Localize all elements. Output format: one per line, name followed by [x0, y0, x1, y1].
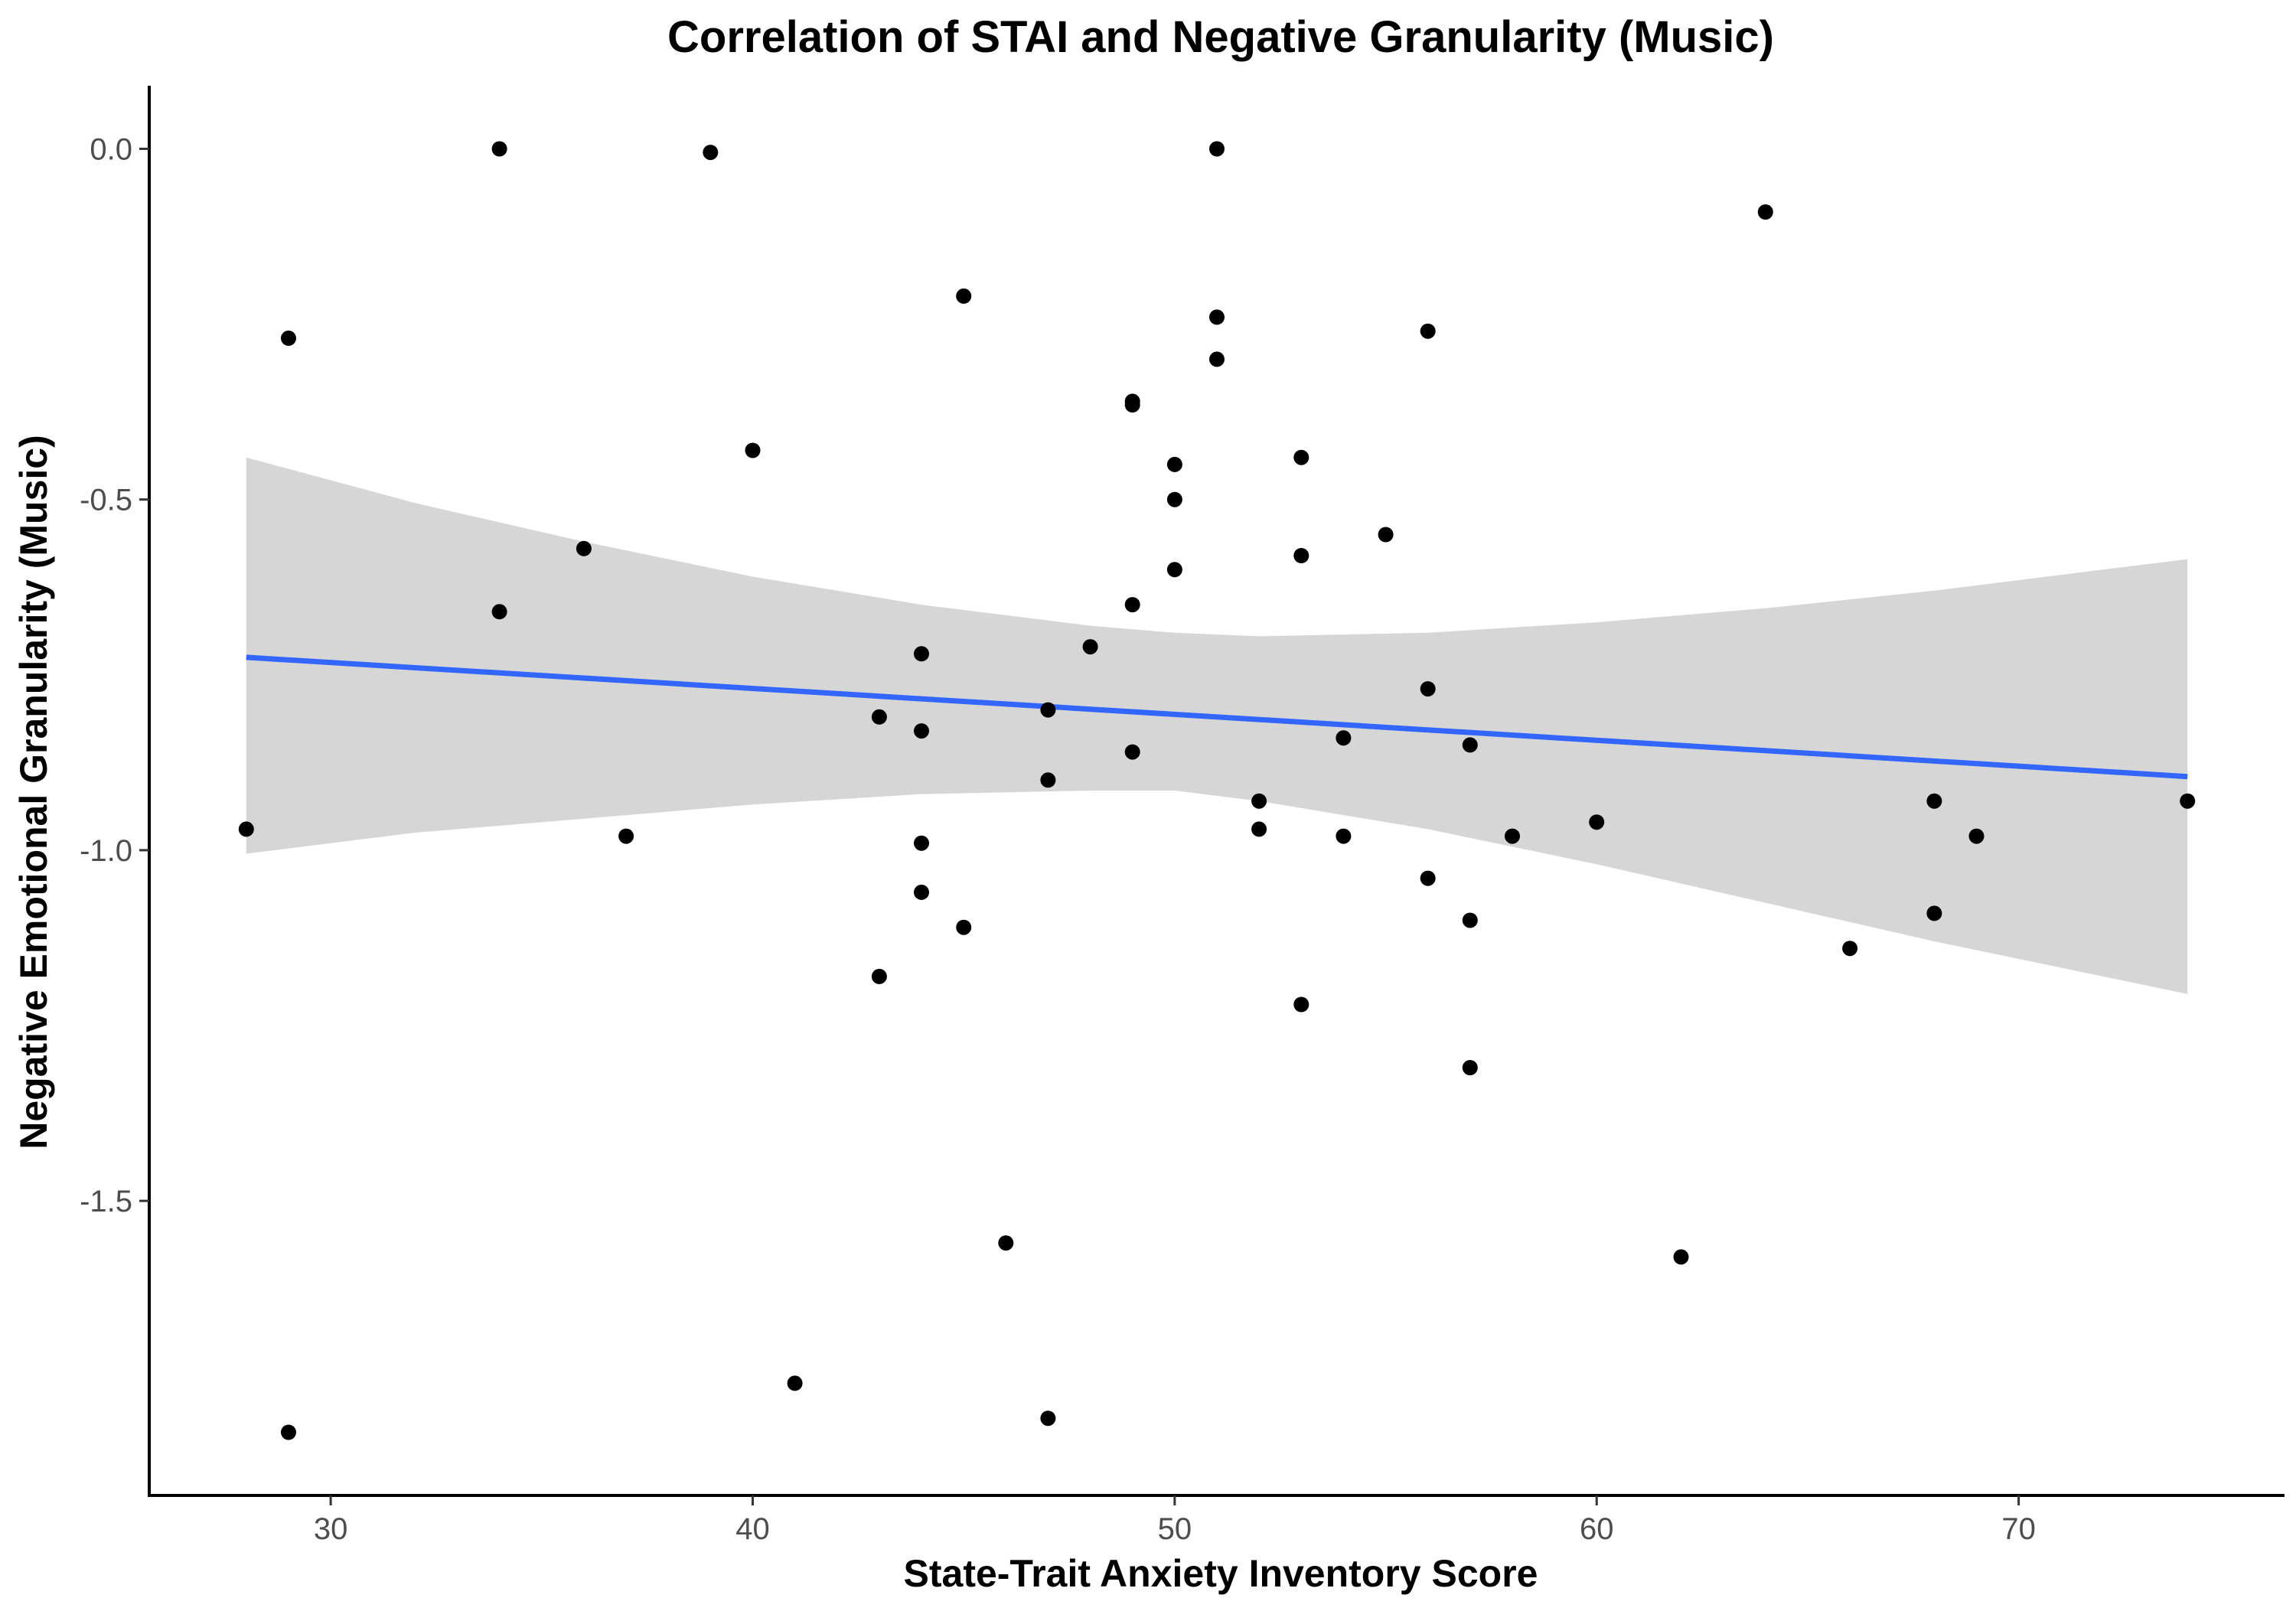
data-point-37 [1293, 996, 1309, 1013]
confidence-band [246, 457, 2188, 994]
y-tick-label-2: -1.0 [80, 834, 132, 868]
x-tick-label-2: 50 [1158, 1512, 1192, 1546]
data-point-0 [238, 821, 254, 837]
data-point-33 [1251, 793, 1267, 809]
y-ticks-layer: 0.0 -0.5 -1.0 -1.5 [80, 132, 149, 1218]
chart-title: Correlation of STAI and Negative Granula… [667, 12, 1774, 62]
data-point-26 [1124, 744, 1140, 760]
data-point-42 [1420, 681, 1436, 697]
data-point-12 [914, 646, 929, 662]
data-point-14 [914, 835, 929, 851]
data-point-24 [1124, 397, 1140, 413]
x-tick-label-0: 30 [314, 1512, 348, 1546]
data-point-43 [1420, 870, 1436, 886]
x-ticks-layer: 30 40 50 60 70 [314, 1495, 2036, 1546]
data-point-48 [1589, 814, 1605, 830]
data-point-4 [491, 604, 507, 620]
fit-line-layer [246, 654, 2188, 780]
data-point-27 [1166, 456, 1182, 472]
data-point-5 [576, 540, 592, 556]
data-point-28 [1166, 491, 1182, 507]
x-tick-label-4: 70 [2001, 1512, 2036, 1546]
data-point-47 [1505, 828, 1520, 844]
y-axis-title: Negative Emotional Granularity (Music) [12, 435, 55, 1150]
data-point-17 [956, 919, 972, 935]
data-point-55 [2180, 793, 2196, 809]
data-point-41 [1420, 323, 1436, 339]
x-axis-title: State-Trait Anxiety Inventory Score [904, 1552, 1538, 1595]
data-point-20 [1040, 772, 1056, 788]
data-point-44 [1462, 737, 1478, 753]
data-point-34 [1251, 821, 1267, 837]
data-point-36 [1293, 548, 1309, 563]
data-point-25 [1124, 597, 1140, 613]
data-point-16 [956, 288, 972, 304]
data-point-21 [1040, 1410, 1056, 1427]
data-point-18 [998, 1235, 1014, 1251]
data-point-30 [1209, 141, 1225, 157]
data-point-49 [1673, 1249, 1689, 1265]
data-point-22 [1082, 639, 1098, 655]
data-point-7 [703, 145, 719, 161]
data-point-35 [1293, 449, 1309, 465]
data-point-31 [1209, 309, 1225, 325]
data-point-13 [914, 723, 929, 739]
confidence-band-layer [246, 457, 2188, 994]
data-point-52 [1926, 793, 1942, 809]
data-point-9 [787, 1375, 803, 1391]
data-point-32 [1209, 351, 1225, 367]
data-point-45 [1462, 912, 1478, 928]
data-point-46 [1462, 1060, 1478, 1075]
data-point-40 [1378, 527, 1394, 543]
data-point-51 [1842, 941, 1858, 957]
data-point-38 [1336, 730, 1352, 746]
data-point-6 [618, 828, 634, 844]
data-point-15 [914, 884, 929, 900]
data-point-8 [745, 442, 761, 458]
regression-line [246, 654, 2188, 780]
y-tick-label-3: -1.5 [80, 1185, 132, 1218]
data-point-3 [491, 141, 507, 157]
data-point-10 [871, 709, 887, 725]
data-point-2 [281, 1424, 296, 1440]
x-tick-label-1: 40 [735, 1512, 770, 1546]
data-point-1 [281, 330, 296, 346]
y-tick-label-0: 0.0 [90, 132, 132, 166]
points-layer [238, 141, 2196, 1440]
data-point-54 [1968, 828, 1985, 844]
x-tick-label-3: 60 [1580, 1512, 1614, 1546]
data-point-19 [1040, 702, 1056, 718]
data-point-11 [871, 968, 887, 984]
data-point-39 [1336, 828, 1352, 844]
data-point-53 [1926, 905, 1942, 921]
y-tick-label-1: -0.5 [80, 484, 132, 517]
data-point-29 [1166, 562, 1182, 578]
data-point-50 [1757, 204, 1773, 220]
